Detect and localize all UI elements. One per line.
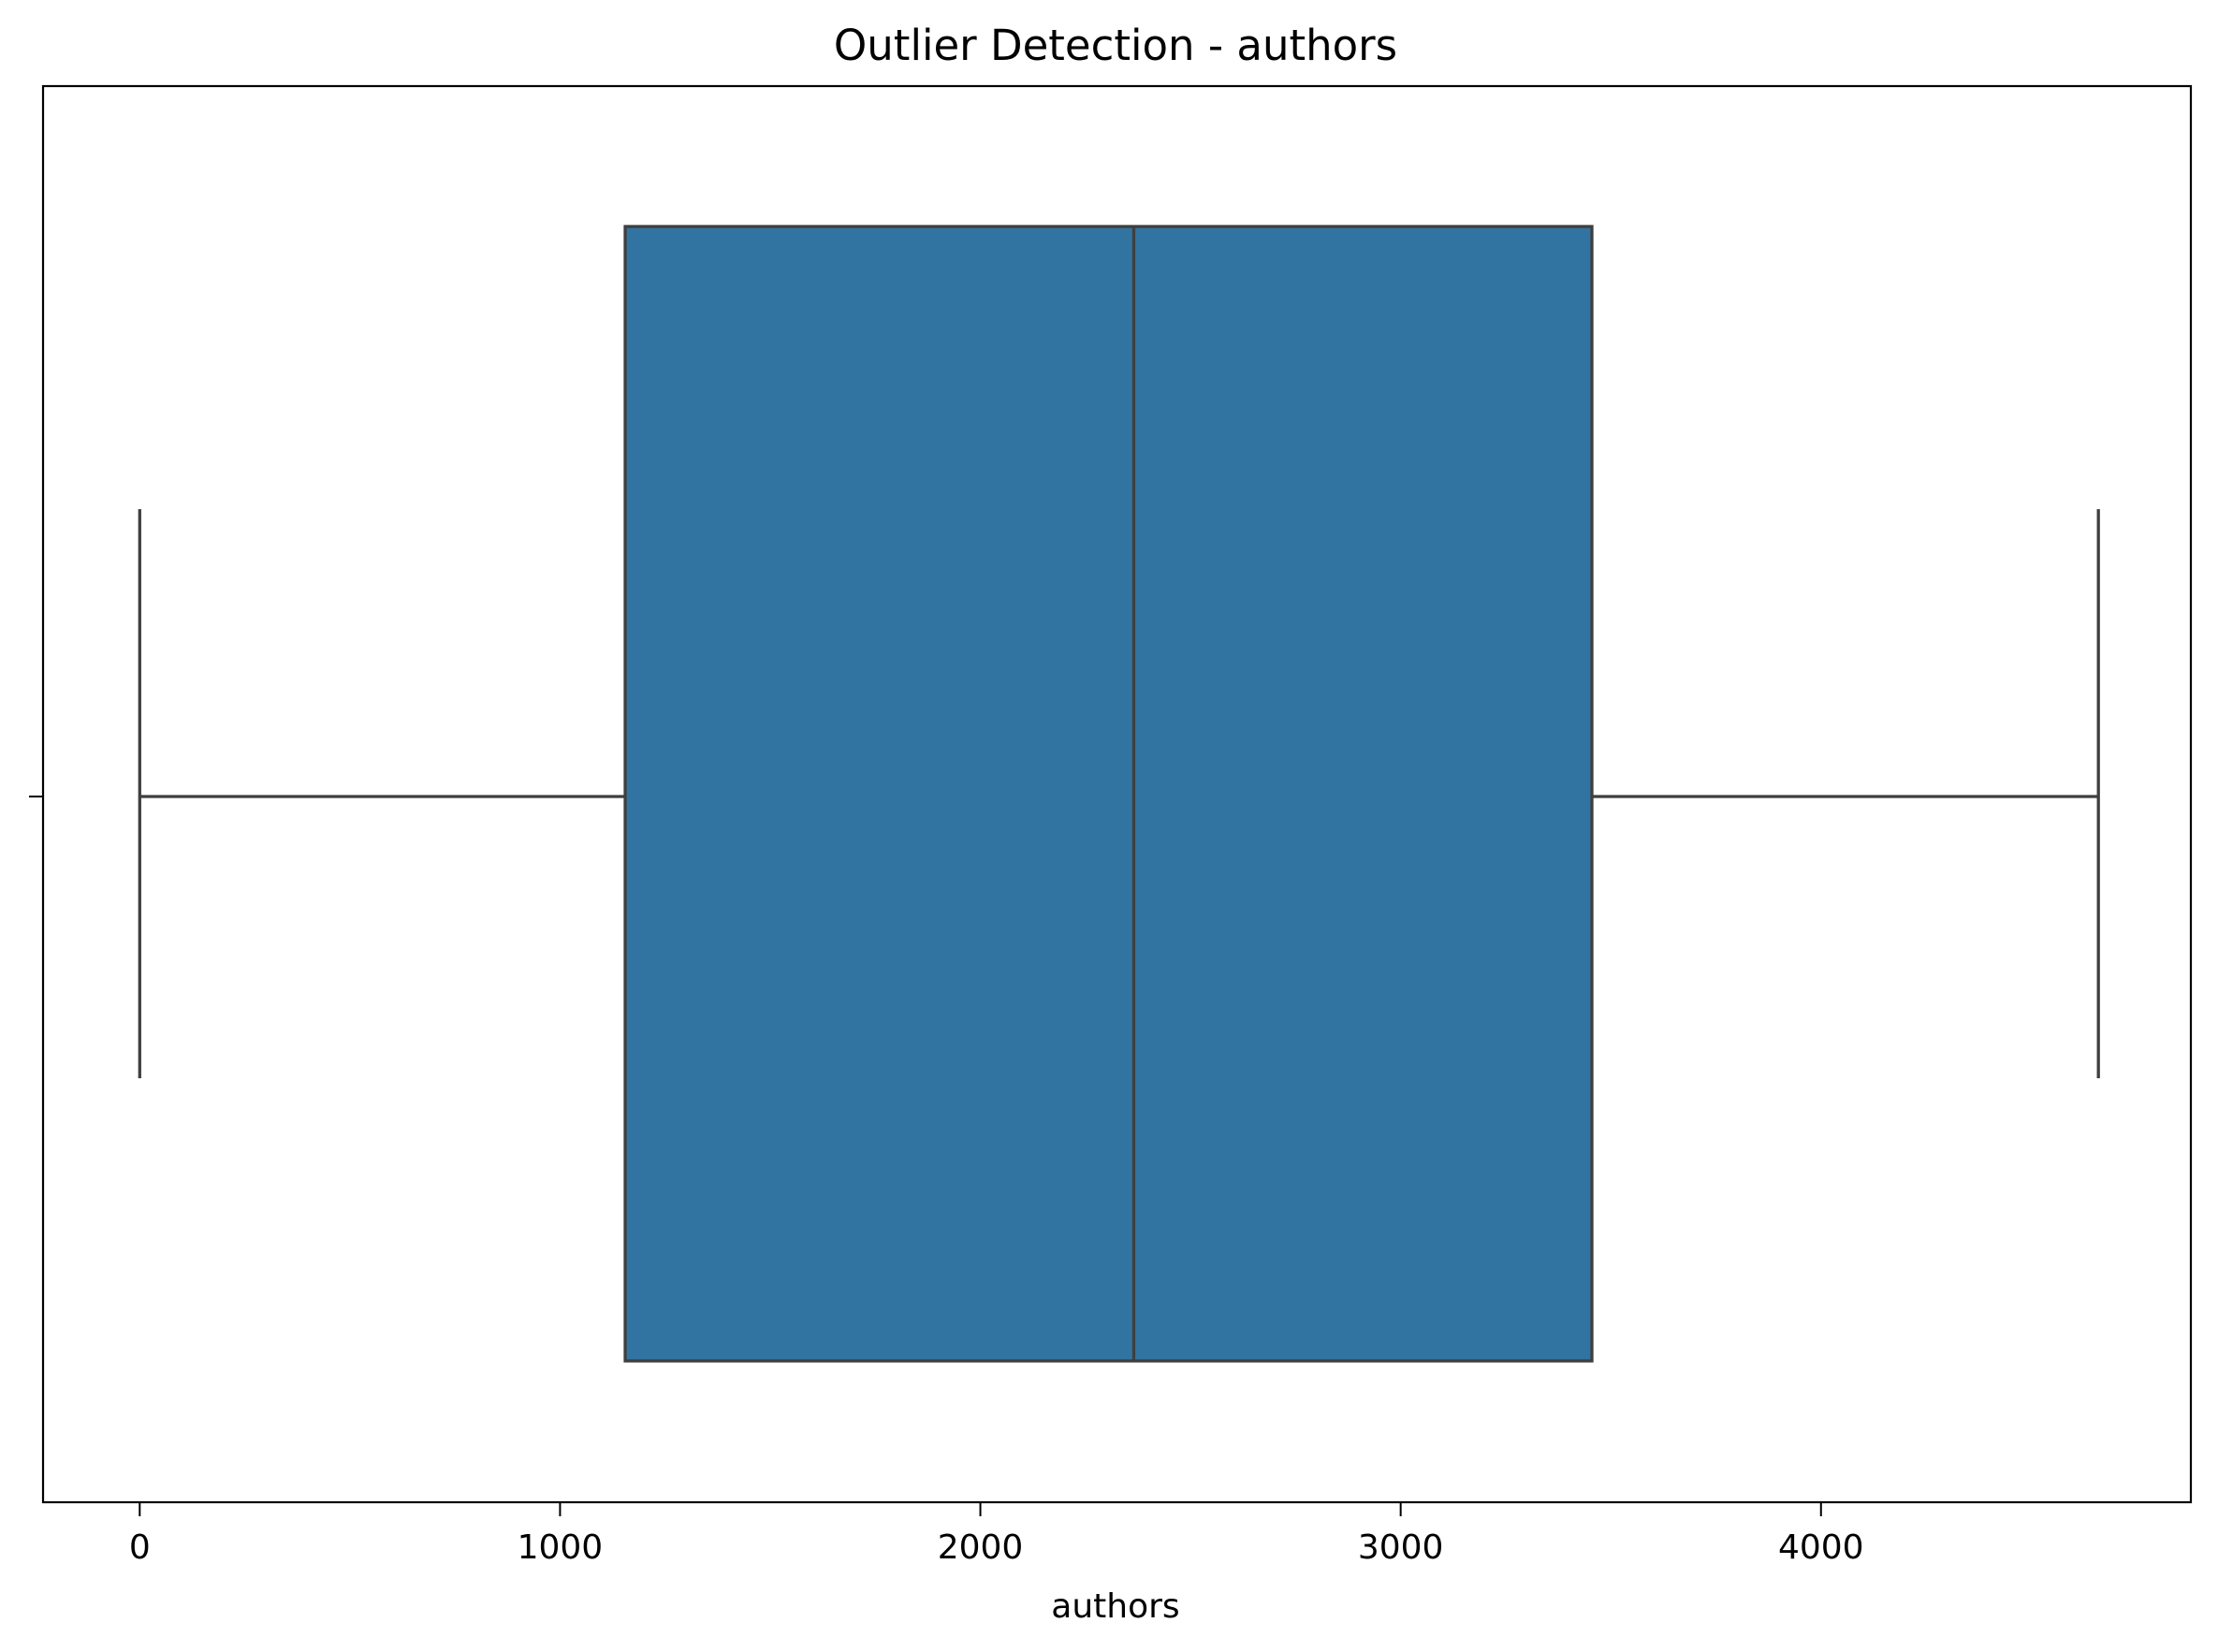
x-tick-label: 4000 xyxy=(1778,1528,1864,1567)
axes-frame xyxy=(41,84,2193,1504)
x-axis-ticks: 0 1000 2000 3000 4000 xyxy=(129,1502,1864,1567)
x-tick-label: 2000 xyxy=(938,1528,1024,1567)
x-tick-label: 0 xyxy=(129,1528,151,1567)
chart-title: Outlier Detection - authors xyxy=(834,21,1397,70)
x-tick-label: 1000 xyxy=(518,1528,604,1567)
plot-area xyxy=(138,225,2100,1363)
x-axis-label: authors xyxy=(1051,1587,1179,1626)
iqr-box xyxy=(623,225,1594,1363)
x-tick-label: 3000 xyxy=(1358,1528,1444,1567)
